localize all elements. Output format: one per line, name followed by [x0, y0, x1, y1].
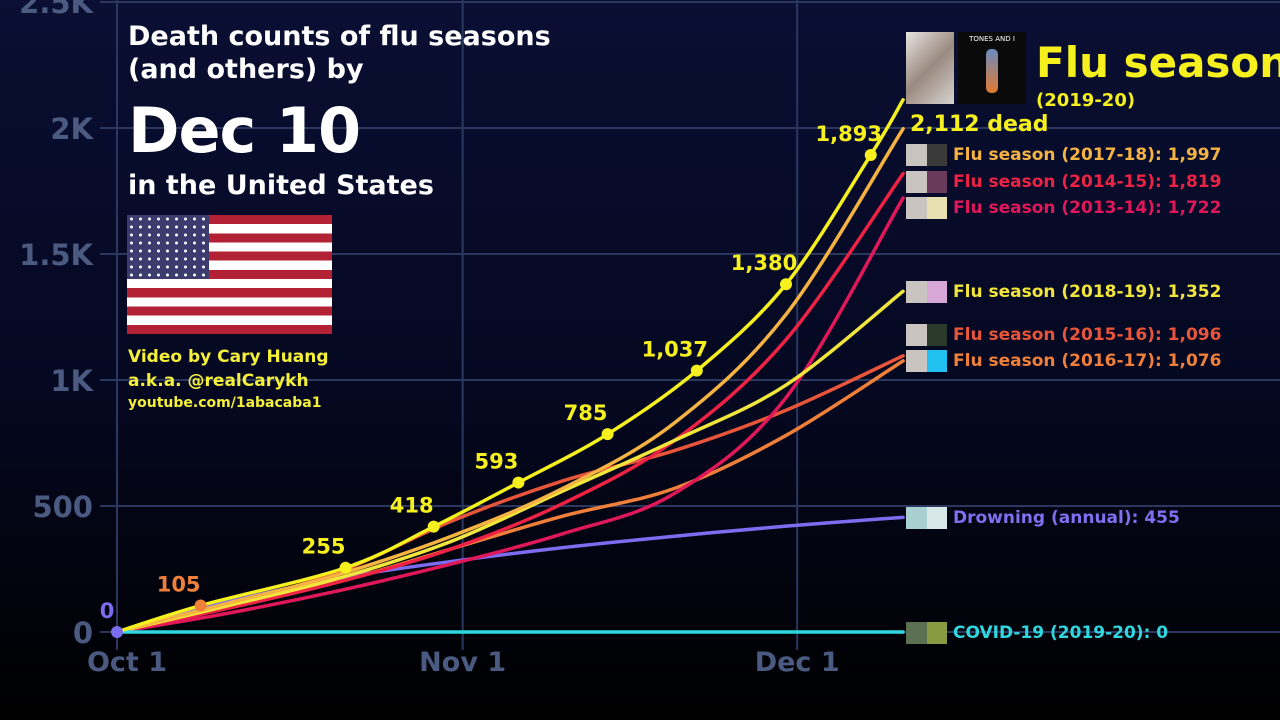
legend-label: Flu season (2015-16): 1,096	[953, 325, 1222, 345]
data-label: 785	[564, 401, 608, 425]
legend-item: Flu season (2013-14): 1,722	[906, 197, 1221, 219]
chart-title: Death counts of flu seasons (and others) …	[128, 21, 551, 85]
y-tick-label: 1.5K	[19, 238, 94, 272]
legend-item: Flu season (2015-16): 1,096	[906, 324, 1221, 346]
data-point	[339, 561, 352, 574]
x-tick-label: Dec 1	[755, 647, 840, 678]
data-label: 418	[390, 494, 434, 518]
legend-label: Drowning (annual): 455	[953, 508, 1180, 528]
current-date: Dec 10	[128, 94, 361, 167]
legend-item: Flu season (2017-18): 1,997	[906, 144, 1221, 166]
data-point	[427, 520, 440, 533]
thumbnail-icon	[906, 171, 947, 193]
data-point	[690, 364, 703, 377]
series-line-flu-season-2017-18-	[115, 127, 905, 634]
x-tick-label: Nov 1	[419, 647, 506, 678]
chart-subtitle: in the United States	[128, 170, 434, 201]
thumbnail-icon	[906, 281, 947, 303]
us-flag-icon	[127, 215, 332, 334]
y-tick-label: 0	[73, 616, 93, 650]
data-point	[780, 278, 792, 291]
data-point	[194, 599, 207, 612]
y-tick-label: 2.5K	[19, 0, 94, 20]
thumbnail-icon	[906, 622, 947, 644]
series-line-flu-season-2019-20-	[115, 98, 905, 634]
legend-item: Flu season (2014-15): 1,819	[906, 171, 1221, 193]
data-label: 105	[157, 573, 201, 597]
series-line-flu-season-2014-15-	[115, 171, 905, 634]
series-line-flu-season-2013-14-	[115, 196, 905, 634]
data-label: 255	[302, 535, 346, 559]
y-tick-label: 2K	[50, 112, 94, 146]
legend-label: Flu season (2017-18): 1,997	[953, 145, 1222, 165]
flu-photo-thumbnail	[906, 32, 954, 104]
data-label: 1,037	[642, 338, 708, 362]
series-lines	[115, 98, 905, 634]
legend-label: Flu season (2014-15): 1,819	[953, 172, 1222, 192]
credit-handle: a.k.a. @realCarykh	[128, 371, 309, 391]
thumbnail-icon	[906, 507, 947, 529]
credit-channel: youtube.com/1abacaba1	[128, 395, 322, 411]
data-point	[864, 148, 877, 161]
data-point	[512, 476, 525, 489]
album-cover-thumbnail: TONES AND I	[958, 32, 1026, 104]
data-point	[601, 428, 614, 441]
leader-count: 2,112 dead	[910, 112, 1049, 137]
legend-item: Drowning (annual): 455	[906, 507, 1180, 529]
y-tick-label: 500	[32, 490, 93, 524]
legend-item: Flu season (2016-17): 1,076	[906, 350, 1221, 372]
data-label: 0	[100, 599, 115, 623]
leader-subtitle: (2019-20)	[1036, 90, 1136, 111]
data-label: 1,380	[731, 251, 797, 275]
legend-label: Flu season (2016-17): 1,076	[953, 351, 1222, 371]
thumbnail-icon	[906, 350, 947, 372]
credit-author: Video by Cary Huang	[128, 347, 329, 367]
data-label: 593	[474, 450, 518, 474]
legend-label: COVID-19 (2019-20): 0	[953, 623, 1169, 643]
legend-item: Flu season (2018-19): 1,352	[906, 281, 1221, 303]
legend-label: Flu season (2018-19): 1,352	[953, 282, 1222, 302]
legend-item: COVID-19 (2019-20): 0	[906, 622, 1168, 644]
x-tick-label: Oct 1	[87, 647, 167, 678]
series-line-flu-season-2018-19-	[115, 289, 905, 634]
legend-label: Flu season (2013-14): 1,722	[953, 198, 1222, 218]
series-line-drowning-annual-	[115, 515, 905, 634]
axis-labels: 0 500 1K 1.5K 2K 2.5K Oct 1 Nov 1 Dec 1	[19, 0, 839, 678]
thumbnail-icon	[906, 197, 947, 219]
y-tick-label: 1K	[50, 364, 94, 398]
data-label: 1,893	[816, 122, 882, 146]
thumbnail-icon	[906, 324, 947, 346]
album-text: TONES AND I	[969, 35, 1015, 43]
data-point	[111, 626, 123, 638]
thumbnail-icon	[906, 144, 947, 166]
leader-title: Flu season	[1036, 38, 1280, 87]
markers: 0 105 255 418 593 785 1,037 1,380 1,893	[100, 122, 882, 638]
